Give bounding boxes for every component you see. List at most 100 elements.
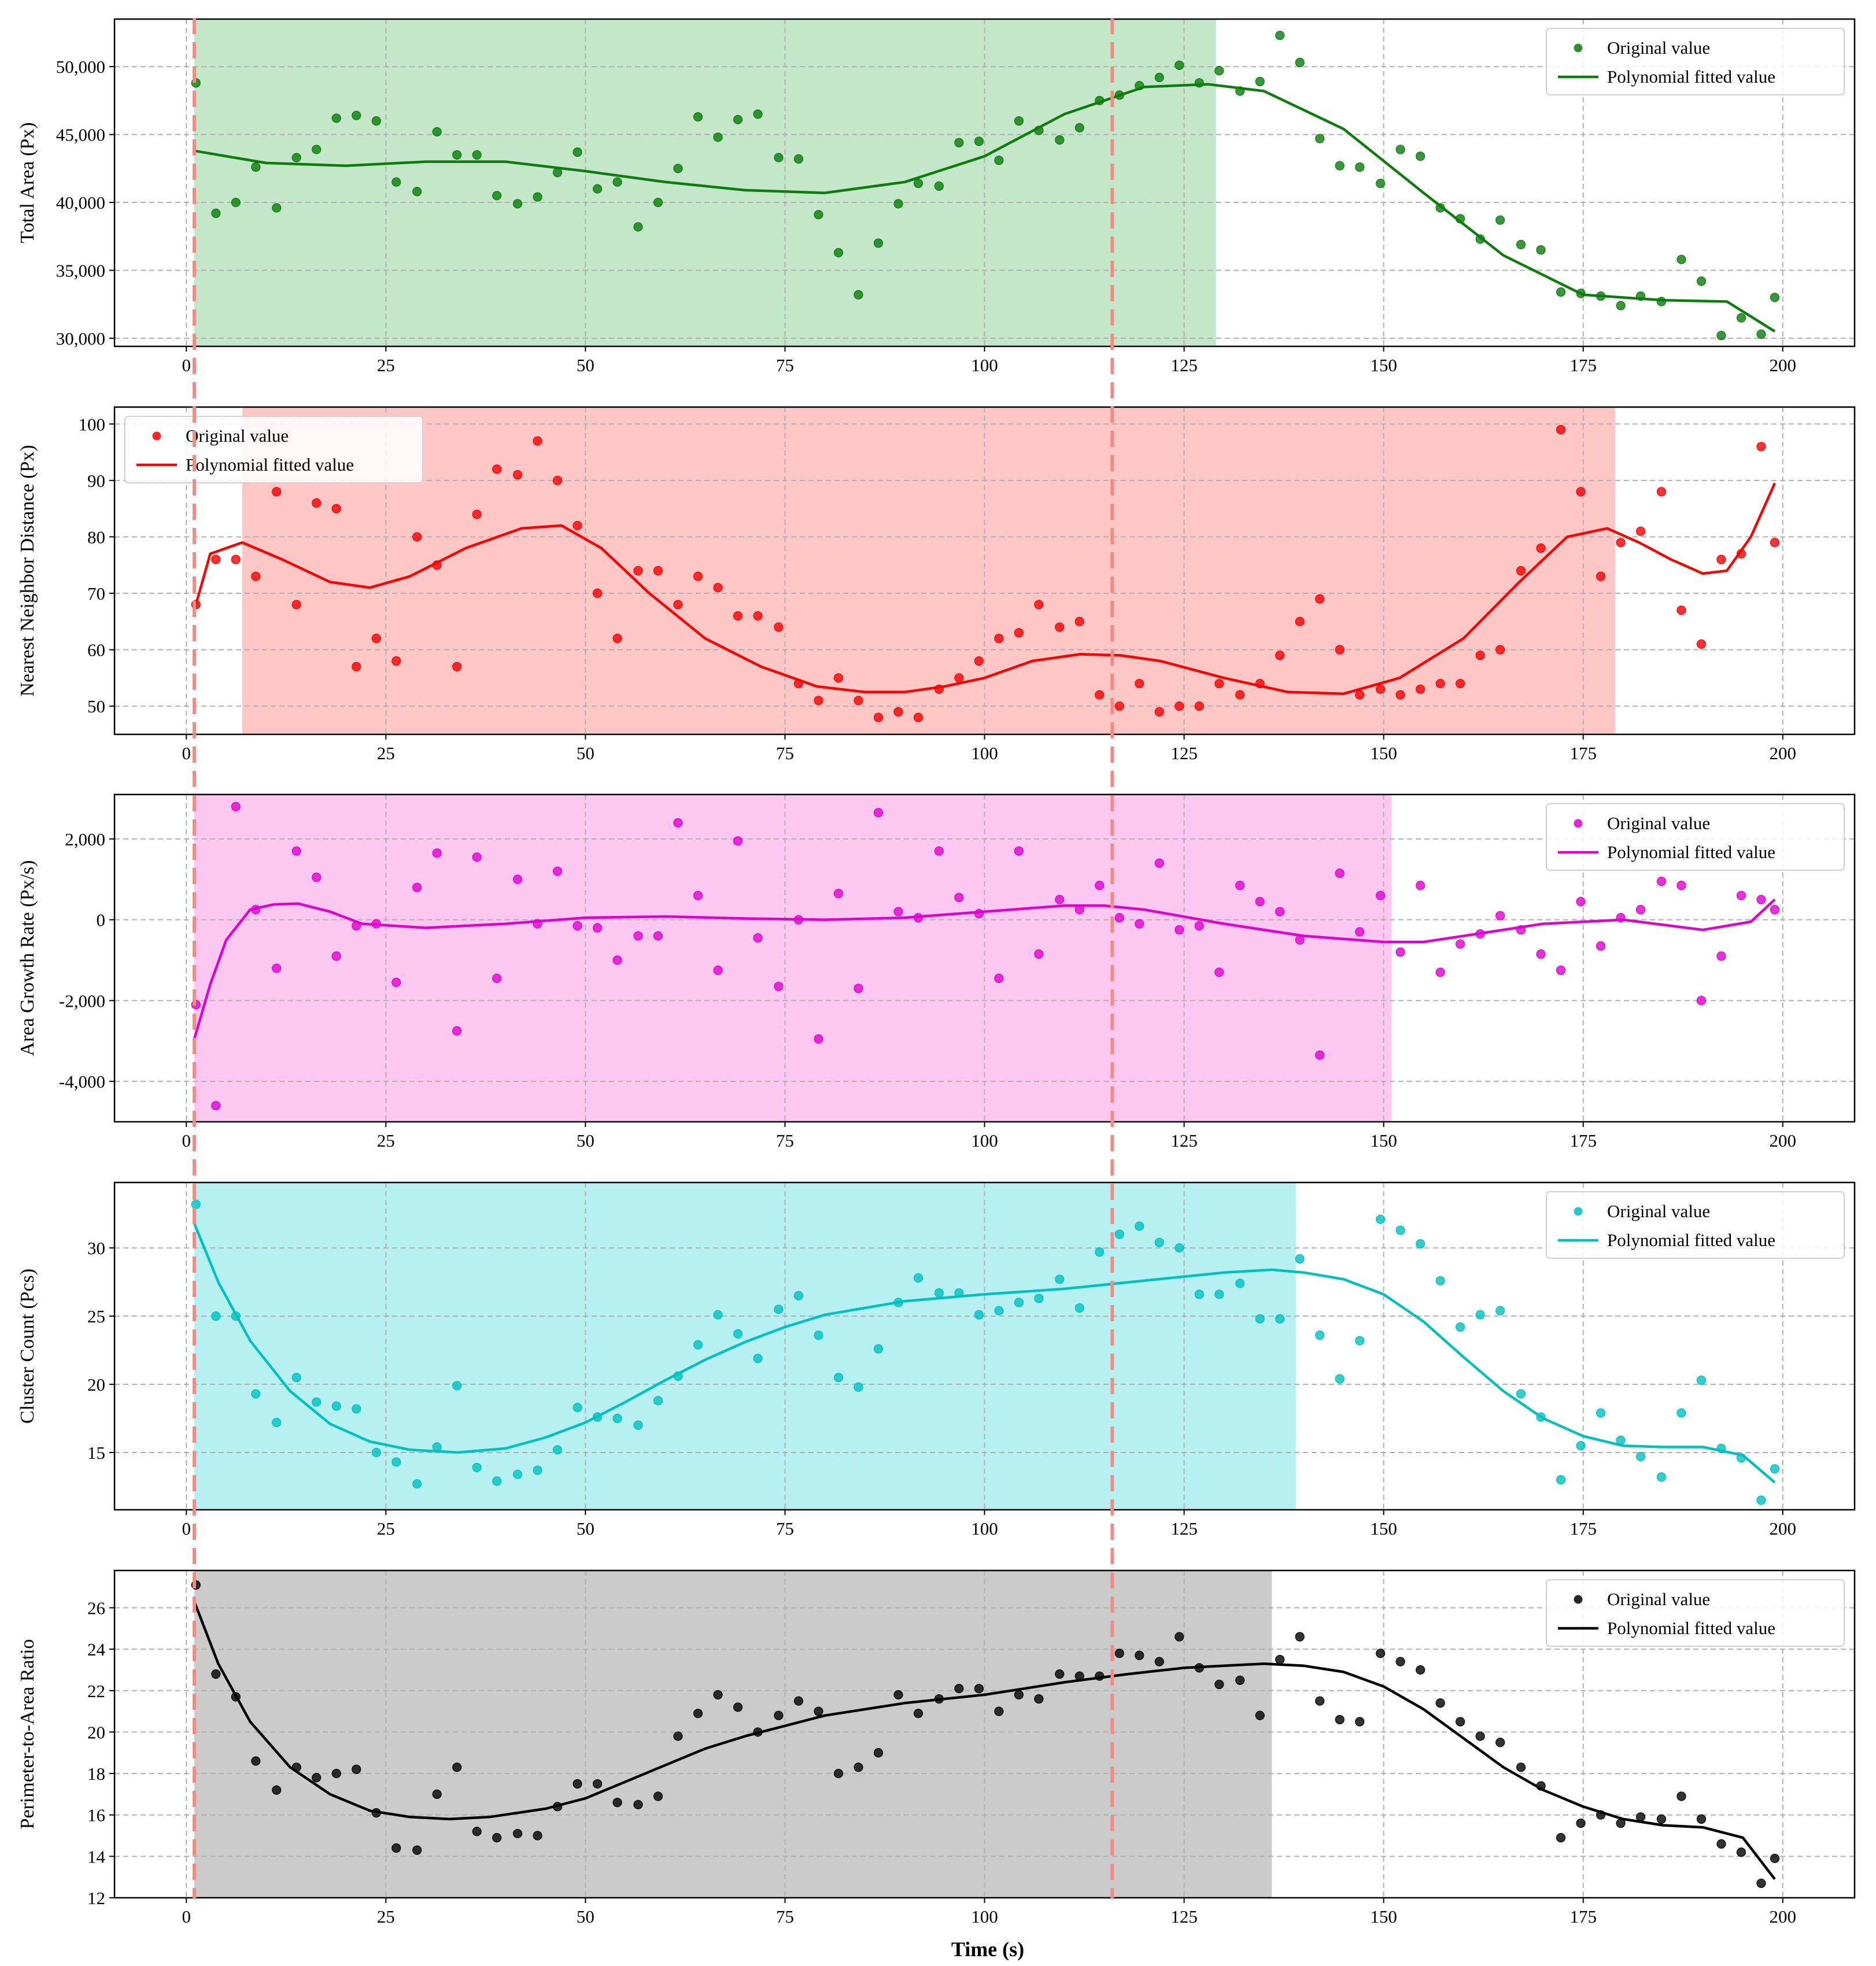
data-point [1716,1443,1726,1453]
data-point [1696,1375,1707,1385]
data-point [833,1768,844,1779]
data-point [1716,1839,1726,1849]
data-point [612,177,622,187]
legend-marker-points [152,431,161,441]
data-point [1635,526,1646,536]
data-point [552,866,563,876]
data-point [331,113,341,123]
data-point [1154,1657,1164,1666]
chart-panel-4: 0 25 50 75 100 125 150 175 200 15 20 25 30 Cluster Co… [17,1181,1856,1539]
data-point [1435,679,1445,689]
data-point [1135,919,1144,929]
data-point [1576,487,1586,497]
y-tick-label: 50 [87,696,105,716]
data-point [1736,890,1746,900]
data-point [552,475,563,485]
data-point [1214,679,1224,689]
data-point [1055,1669,1065,1679]
x-axis-label: Time (s) [951,1938,1024,1961]
data-point [873,238,884,248]
x-tick-label: 75 [776,355,794,375]
data-point [854,1762,863,1772]
chart-panel-1: 0 25 50 75 100 125 150 175 200 30,000 35,000 40,000… [17,18,1856,375]
y-tick-label: 30,000 [56,328,105,349]
shaded-region [194,794,1392,1122]
y-tick-label: 40,000 [56,193,105,213]
data-point [653,566,663,576]
data-point [1335,869,1345,878]
data-point [954,1288,964,1298]
data-point [1456,1322,1465,1332]
data-point [934,1694,944,1704]
y-tick-label: 100 [79,414,106,434]
data-point [1295,58,1305,68]
y-tick-label: 60 [87,640,105,660]
data-point [994,156,1004,165]
data-point [1756,1878,1766,1889]
data-point [873,808,884,818]
data-point [231,197,241,208]
chart-panel-2: 0 25 50 75 100 125 150 175 200 50 60 70 80 90 100 Neare… [17,406,1856,763]
x-tick-label: 0 [182,1518,191,1539]
x-tick-label: 125 [1170,1130,1198,1151]
data-point [291,846,301,856]
data-point [1154,72,1164,83]
data-point [873,712,884,722]
event-markers [193,18,1114,1899]
data-point [231,1311,241,1321]
data-point [412,1845,422,1855]
data-point [994,1306,1004,1315]
data-point [733,836,743,846]
data-point [312,145,322,154]
data-point [954,138,964,147]
data-point [492,973,502,984]
data-point [1355,690,1365,700]
y-axis-label: Total Area (Px) [17,122,38,243]
legend-box [1546,1579,1845,1647]
data-point [251,571,261,581]
data-point [1194,921,1204,931]
data-point [371,634,381,644]
fitted-line [194,83,1776,333]
data-point [592,1412,603,1422]
data-point [1676,254,1686,264]
data-point [713,1690,723,1700]
y-tick-label: 25 [87,1306,105,1326]
data-point [452,1381,462,1391]
data-point [1395,947,1405,957]
data-point [793,915,803,925]
data-point [1154,1237,1164,1247]
data-point [934,181,944,191]
data-point [1536,1781,1546,1791]
data-point [612,634,622,644]
legend-label-points: Original value [1607,38,1710,58]
data-point [1475,651,1485,660]
data-point [1416,881,1426,890]
data-point [1756,1495,1766,1505]
data-point [371,1808,381,1818]
data-point [231,801,241,812]
data-point [1255,679,1265,689]
data-point [733,1702,743,1712]
y-tick-label: 2,000 [65,829,105,849]
x-tick-label: 0 [182,355,191,375]
data-point [753,611,763,621]
data-point [1376,684,1386,694]
data-point [211,1311,221,1321]
data-point [1435,1276,1445,1285]
data-point [392,656,401,666]
x-tick-label: 100 [971,1130,998,1151]
x-tick-label: 175 [1570,1906,1597,1927]
data-point [472,1827,482,1836]
data-point [913,1273,924,1283]
legend-box [1546,803,1845,871]
data-point [1556,287,1566,297]
data-point [713,583,723,593]
x-tick-label: 75 [776,743,794,763]
data-point [854,1382,863,1392]
data-point [573,1403,582,1413]
data-point [1656,297,1667,306]
data-point [1495,1306,1505,1315]
data-point [1376,1649,1386,1658]
